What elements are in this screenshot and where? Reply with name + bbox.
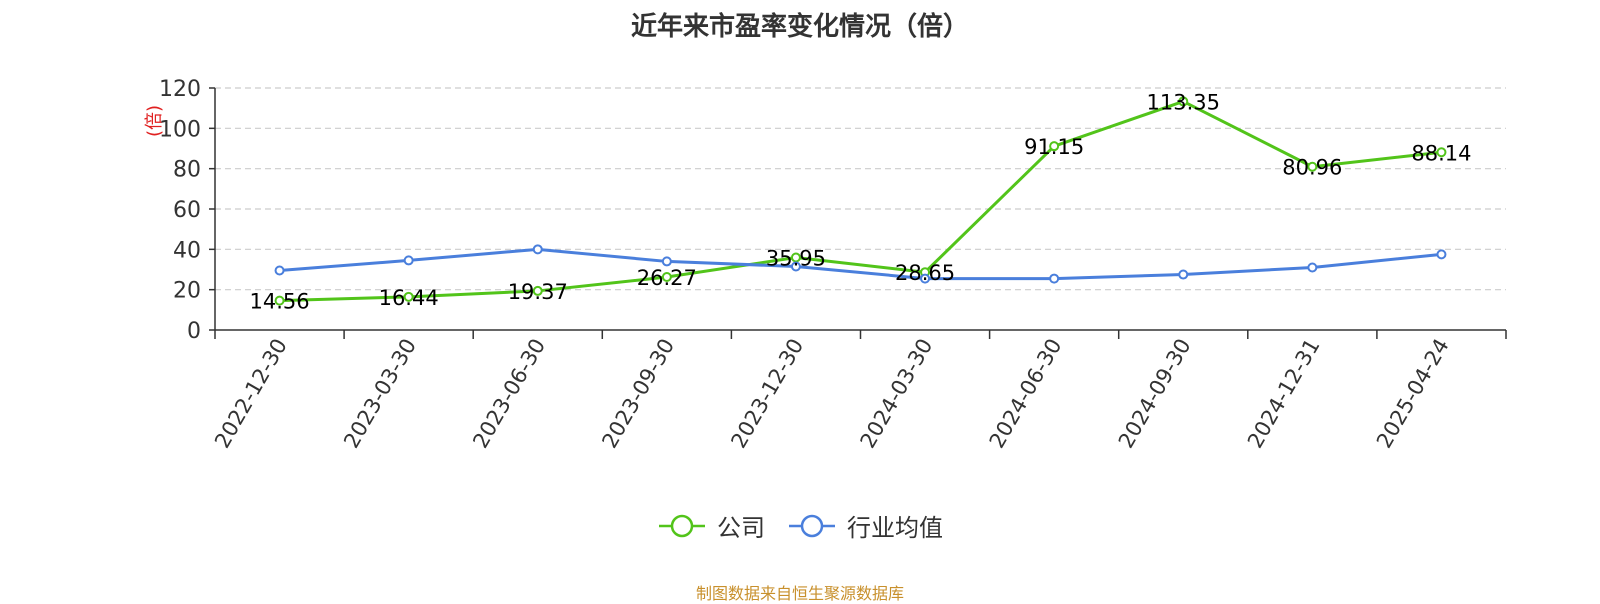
data-point <box>1178 269 1189 280</box>
series-line-0 <box>279 99 1442 303</box>
data-label: 19.37 <box>508 280 568 304</box>
data-point <box>403 255 414 266</box>
data-point <box>1436 147 1447 158</box>
data-point <box>1436 249 1447 260</box>
legend-label-industry: 行业均值 <box>847 514 943 542</box>
data-label: 26.27 <box>637 266 697 290</box>
data-point <box>1049 141 1060 152</box>
data-label: 16.44 <box>379 286 439 310</box>
y-tick-label: 80 <box>173 158 201 183</box>
data-point <box>532 244 543 255</box>
x-tick-label: 2024-06-30 <box>985 335 1067 453</box>
series-line-1 <box>279 247 1442 281</box>
data-point <box>1307 262 1318 273</box>
data-point <box>790 261 801 272</box>
legend-item-company[interactable]: 公司 <box>657 508 765 543</box>
y-axis-label: (倍) <box>144 105 165 137</box>
data-point <box>1307 161 1318 172</box>
data-point <box>274 295 285 306</box>
data-point <box>403 291 414 302</box>
data-label: 88.14 <box>1411 141 1471 165</box>
chart-title: 近年来市盈率变化情况（倍） <box>630 12 969 42</box>
data-point <box>1178 96 1189 107</box>
data-point <box>532 285 543 296</box>
data-label: 35.95 <box>766 247 826 271</box>
y-tick-label: 60 <box>173 198 201 223</box>
series-lines <box>274 96 1447 306</box>
x-tick-label: 2025-04-24 <box>1372 335 1454 453</box>
data-label: 28.65 <box>895 261 955 285</box>
x-tick-label: 2024-12-31 <box>1243 335 1325 453</box>
y-tick-label: 0 <box>187 319 201 344</box>
y-tick-label: 120 <box>159 77 201 102</box>
x-tick-label: 2023-12-30 <box>726 335 808 453</box>
x-tick-label: 2023-03-30 <box>339 335 421 453</box>
legend-industry-icon <box>789 514 835 537</box>
y-tick-label: 40 <box>173 238 201 263</box>
data-label: 113.35 <box>1147 90 1220 114</box>
data-point <box>1049 273 1060 284</box>
data-label: 14.56 <box>249 290 309 314</box>
x-tick-label: 2024-09-30 <box>1114 335 1196 453</box>
data-point <box>920 273 931 284</box>
data-label: 80.96 <box>1282 156 1342 180</box>
data-label: 91.15 <box>1024 135 1084 159</box>
legend-label-company: 公司 <box>717 514 765 542</box>
x-tick-label: 2023-09-30 <box>597 335 679 453</box>
data-labels: 14.56 16.44 19.37 26.27 35.95 28.65 91.15 113.3… <box>249 90 1471 313</box>
legend: 公司 行业均值 <box>0 508 1600 543</box>
y-tick-label: 100 <box>159 117 201 142</box>
line-chart: 0 20 40 60 80 100 120 (倍) 2022-12-30 2023-03-30 20… <box>144 77 1507 453</box>
gridlines <box>215 87 1506 291</box>
x-tick-label: 2022-12-30 <box>210 335 292 453</box>
data-point <box>274 265 285 276</box>
y-tick-label: 20 <box>173 279 201 304</box>
legend-company-icon <box>659 514 705 537</box>
x-tick-label: 2024-03-30 <box>856 335 938 453</box>
source-note: 制图数据来自恒生聚源数据库 <box>695 584 904 603</box>
data-point <box>661 272 672 283</box>
legend-item-industry[interactable]: 行业均值 <box>787 508 943 543</box>
x-tick-label: 2023-06-30 <box>468 335 550 453</box>
data-point <box>661 256 672 267</box>
